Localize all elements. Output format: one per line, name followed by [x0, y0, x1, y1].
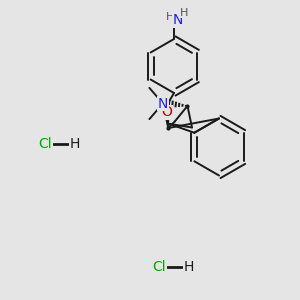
- Text: H: H: [166, 12, 174, 22]
- Text: H: H: [69, 137, 80, 151]
- Text: H: H: [183, 260, 194, 274]
- Polygon shape: [164, 107, 169, 128]
- Text: N: N: [158, 97, 168, 110]
- Text: Cl: Cl: [152, 260, 166, 274]
- Text: Cl: Cl: [38, 137, 52, 151]
- Text: H: H: [180, 8, 189, 18]
- Text: N: N: [172, 13, 183, 27]
- Text: O: O: [161, 106, 172, 119]
